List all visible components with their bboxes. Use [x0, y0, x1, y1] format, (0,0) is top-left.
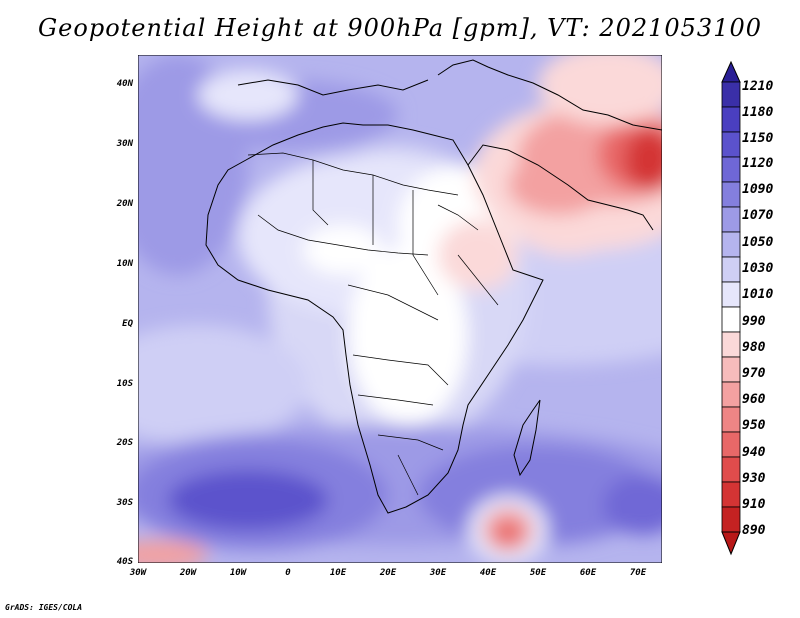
- colorbar-label: 1070: [742, 208, 774, 223]
- x-tick-label: 10W: [229, 568, 247, 578]
- colorbar-label: 1180: [742, 105, 774, 120]
- colorbar-label: 950: [742, 418, 766, 433]
- colorbar-cell: [721, 356, 741, 383]
- chart-title: Geopotential Height at 900hPa [gpm], VT:…: [38, 14, 762, 42]
- colorbar-label: 910: [742, 497, 766, 512]
- x-tick-label: 40E: [479, 568, 497, 578]
- colorbar-top-arrow: [721, 60, 741, 83]
- grads-credit: GrADS: IGES/COLA: [5, 603, 83, 612]
- colorbar-cell: [721, 456, 741, 483]
- colorbar-label: 980: [742, 340, 766, 355]
- x-tick-label: 30E: [429, 568, 447, 578]
- colorbar-cell: [721, 481, 741, 508]
- colorbar-cell: [721, 231, 741, 258]
- y-tick-label: EQ: [122, 319, 133, 329]
- x-tick-label: 0: [285, 568, 291, 578]
- x-tick-label: 10E: [329, 568, 347, 578]
- colorbar-label: 1210: [742, 79, 774, 94]
- y-tick-label: 10S: [116, 379, 133, 389]
- colorbar-cell: [721, 506, 741, 533]
- colorbar-label: 1030: [742, 261, 774, 276]
- colorbar-bottom-arrow: [721, 531, 741, 556]
- coastlines: [205, 59, 662, 514]
- x-tick-label: 50E: [529, 568, 547, 578]
- colorbar-cell: [721, 306, 741, 333]
- colorbar-cell: [721, 81, 741, 108]
- colorbar-cell: [721, 406, 741, 433]
- colorbar-label: 940: [742, 445, 766, 460]
- x-tick-label: 20W: [179, 568, 197, 578]
- colorbar-cell: [721, 431, 741, 458]
- x-tick-label: 60E: [579, 568, 597, 578]
- colorbar-label: 1010: [742, 287, 774, 302]
- country-borders: [247, 152, 499, 496]
- colorbar-label: 960: [742, 392, 766, 407]
- y-tick-label: 10N: [116, 259, 133, 269]
- x-tick-label: 30W: [129, 568, 147, 578]
- colorbar-cell: [721, 381, 741, 408]
- colorbar-label: 990: [742, 314, 766, 329]
- x-tick-label: 70E: [629, 568, 647, 578]
- colorbar-label: 1120: [742, 156, 774, 171]
- colorbar-cell: [721, 181, 741, 208]
- y-tick-label: 20N: [116, 199, 133, 209]
- colorbar-cell: [721, 206, 741, 233]
- colorbar-cell: [721, 256, 741, 283]
- colorbar-label: 1050: [742, 235, 774, 250]
- y-tick-label: 20S: [116, 438, 133, 448]
- colorbar-label: 1090: [742, 182, 774, 197]
- y-tick-label: 40S: [116, 557, 133, 567]
- y-tick-label: 40N: [116, 79, 133, 89]
- colorbar-label: 890: [742, 523, 766, 538]
- colorbar-label: 1150: [742, 131, 774, 146]
- colorbar-cell: [721, 131, 741, 158]
- colorbar-cell: [721, 281, 741, 308]
- map-plot: [138, 55, 662, 563]
- colorbar-label: 930: [742, 471, 766, 486]
- colorbar: [721, 60, 741, 556]
- x-tick-label: 20E: [379, 568, 397, 578]
- colorbar-cell: [721, 106, 741, 133]
- colorbar-label: 970: [742, 366, 766, 381]
- y-tick-label: 30S: [116, 498, 133, 508]
- height-field: [138, 55, 662, 563]
- y-tick-label: 30N: [116, 139, 133, 149]
- colorbar-cell: [721, 156, 741, 183]
- colorbar-cell: [721, 331, 741, 358]
